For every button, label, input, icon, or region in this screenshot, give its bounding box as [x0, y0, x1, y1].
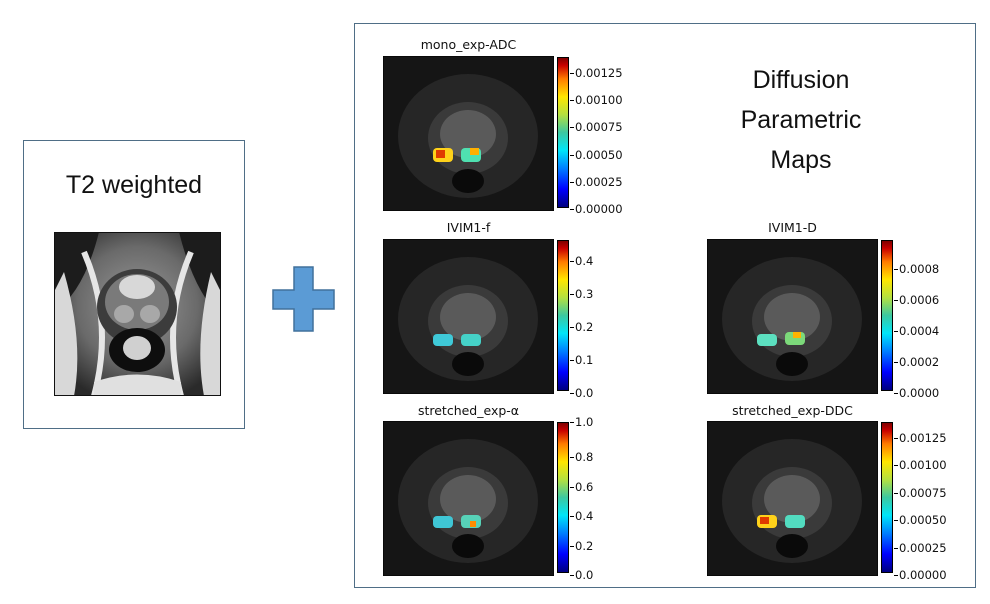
mri-map-ivim1-d — [707, 239, 878, 394]
title-line: Maps — [770, 146, 832, 174]
colorbar-tick: 0.00025 — [570, 175, 623, 189]
diffusion-maps-title: Diffusion Parametric Maps — [716, 60, 886, 180]
colorbar-tick: 0.00075 — [894, 486, 947, 500]
colorbar-tick: 0.1 — [569, 353, 594, 367]
colorbar-tick: 0.00075 — [570, 120, 623, 134]
t2-weighted-title: T2 weighted — [65, 171, 203, 199]
panel-title-ivim1-d: IVIM1-D — [768, 220, 817, 235]
colorbar-tick: 0.00125 — [894, 431, 947, 445]
plus-icon — [272, 266, 335, 332]
colorbar-tick: 1.0 — [569, 415, 594, 429]
mri-map-ivim1-f — [383, 239, 554, 394]
colorbar-tick: 0.6 — [569, 480, 594, 494]
panel-title-ivim1-f: IVIM1-f — [446, 220, 491, 235]
colorbar-tick: 0.00050 — [570, 148, 623, 162]
t2-weighted-panel: T2 weighted — [23, 140, 245, 429]
colorbar-tick: 0.00100 — [570, 93, 623, 107]
colorbar-tick: 0.0004 — [893, 324, 940, 338]
colorbar-tick: 0.8 — [569, 450, 594, 464]
mri-map-stretched-exp-ddc — [707, 421, 878, 576]
colorbar-tick: 0.4 — [569, 254, 594, 268]
mri-map-stretched-exp-alpha — [383, 421, 554, 576]
colorbar-tick: 0.0008 — [893, 262, 940, 276]
colorbar-ivim1-f — [557, 240, 569, 391]
colorbar-tick: 0.0 — [569, 386, 594, 400]
title-line: Parametric — [740, 106, 862, 134]
colorbar-tick: 0.00000 — [570, 202, 623, 216]
colorbar-tick: 0.3 — [569, 287, 594, 301]
colorbar-tick: 0.00000 — [894, 568, 947, 582]
colorbar-tick: 0.0 — [569, 568, 594, 582]
colorbar-tick: 0.0002 — [893, 355, 940, 369]
colorbar-tick: 0.0000 — [893, 386, 940, 400]
title-line: Diffusion — [752, 66, 850, 94]
panel-title-stretched-exp-ddc: stretched_exp-DDC — [732, 403, 853, 418]
colorbar-tick: 0.2 — [569, 539, 594, 553]
colorbar-tick: 0.00125 — [570, 66, 623, 80]
panel-title-mono-exp-adc: mono_exp-ADC — [420, 37, 517, 52]
colorbar-tick: 0.00025 — [894, 541, 947, 555]
colorbar-tick: 0.2 — [569, 320, 594, 334]
colorbar-stretched-exp-ddc — [881, 422, 893, 573]
mri-map-mono-exp-adc — [383, 56, 554, 211]
colorbar-tick: 0.00050 — [894, 513, 947, 527]
colorbar-mono-exp-adc — [557, 57, 569, 208]
colorbar-stretched-exp-alpha — [557, 422, 569, 573]
colorbar-tick: 0.00100 — [894, 458, 947, 472]
colorbar-ivim1-d — [881, 240, 893, 391]
t2-weighted-image — [54, 232, 221, 396]
colorbar-tick: 0.0006 — [893, 293, 940, 307]
colorbar-tick: 0.4 — [569, 509, 594, 523]
panel-title-stretched-exp-alpha: stretched_exp-α — [417, 403, 520, 418]
